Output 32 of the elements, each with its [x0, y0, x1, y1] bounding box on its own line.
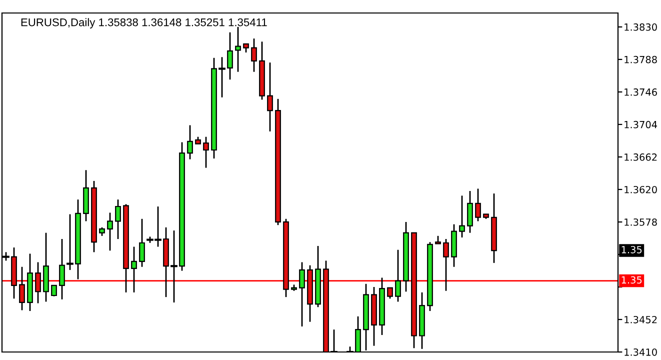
chart-title: EURUSD,Daily 1.35838 1.36148 1.35251 1.35411 — [21, 18, 267, 28]
y-tick-label: 1.3452 — [624, 316, 657, 324]
annotation: 1.35 — [622, 246, 642, 254]
candlestick — [203, 136, 209, 168]
candlestick — [251, 38, 257, 73]
candlestick — [299, 262, 305, 328]
y-tick-label: 1.3788 — [624, 56, 657, 64]
y-tick-label: 1.3410 — [624, 348, 657, 356]
candlestick — [187, 124, 193, 160]
candlestick — [395, 249, 401, 302]
candlestick — [235, 26, 241, 73]
candlestick — [475, 188, 481, 222]
candlestick — [59, 238, 65, 300]
y-tick-label: 1.3620 — [624, 186, 657, 194]
candlestick — [35, 262, 41, 304]
y-tick-label: 1.3746 — [624, 88, 657, 96]
candlestick — [139, 218, 145, 268]
ref-line-label: 1.35 — [622, 276, 642, 284]
y-tick-label: 1.3830 — [624, 23, 657, 31]
candlestick — [115, 198, 121, 240]
candlestick — [19, 266, 25, 311]
candlestick — [107, 212, 113, 252]
y-tick-label: 1.3662 — [624, 153, 657, 161]
candlestick — [459, 194, 465, 238]
candlestick — [443, 238, 449, 292]
y-tick-label: 1.3578 — [624, 218, 657, 226]
candlestick — [267, 62, 273, 132]
candlestick — [131, 246, 137, 294]
candlestick — [387, 287, 393, 300]
candlestick — [51, 284, 57, 297]
candlestick — [467, 190, 473, 234]
y-tick-label: 1.3704 — [624, 120, 658, 128]
